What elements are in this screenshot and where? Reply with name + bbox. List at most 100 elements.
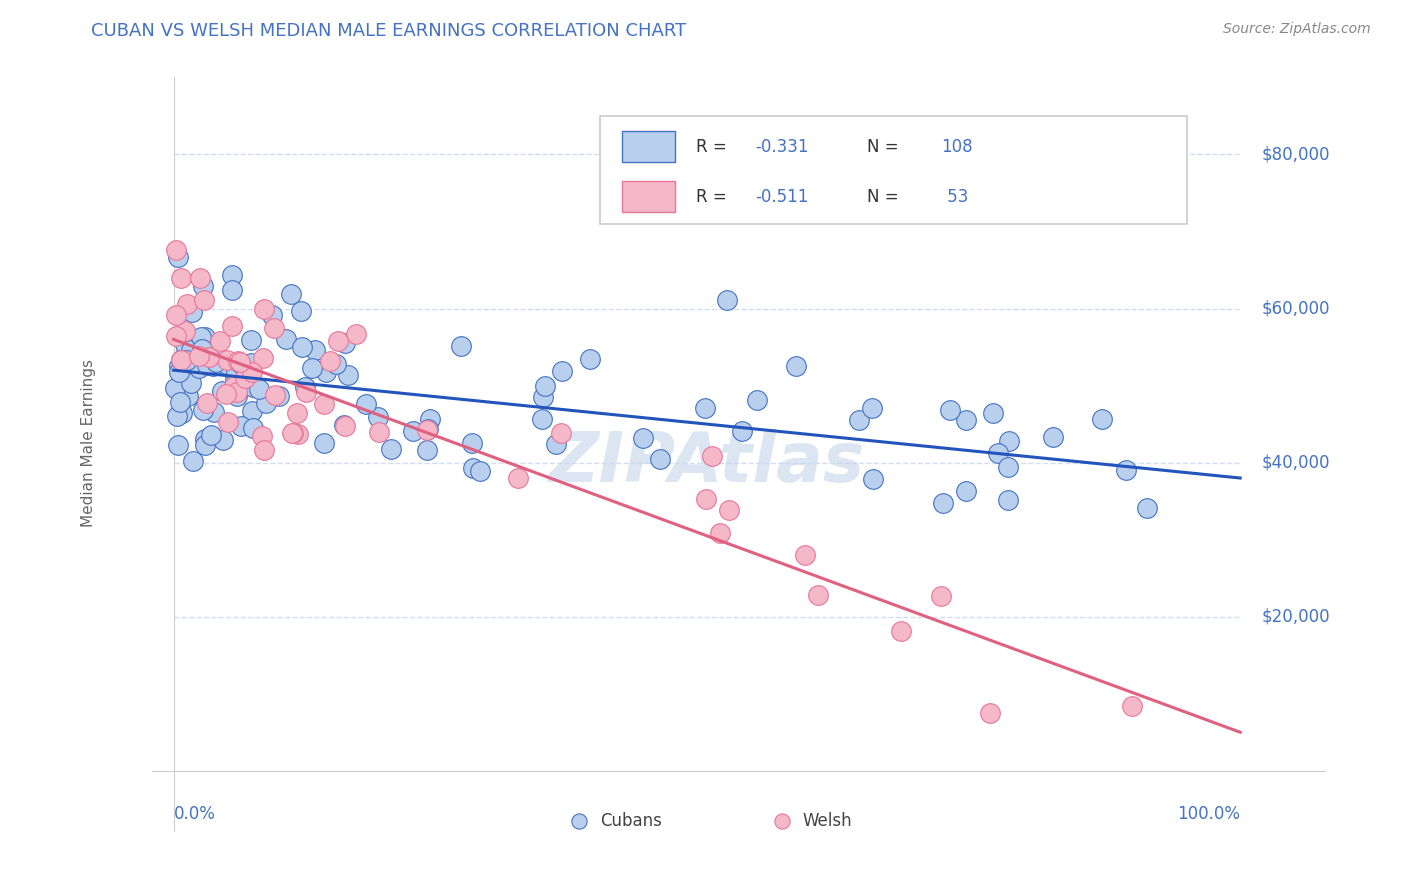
Point <box>848 413 870 427</box>
Point <box>461 461 484 475</box>
Point <box>860 401 883 415</box>
Point <box>314 435 336 450</box>
Point <box>173 337 195 351</box>
Point <box>274 332 297 346</box>
Point <box>183 353 205 368</box>
Point <box>333 419 356 434</box>
Point <box>177 389 200 403</box>
Point <box>221 283 243 297</box>
Point <box>252 351 274 365</box>
Point <box>281 426 304 441</box>
Point <box>700 449 723 463</box>
Point <box>998 434 1021 449</box>
Point <box>368 425 391 439</box>
Point <box>531 411 554 425</box>
Point <box>176 346 198 360</box>
Point <box>180 376 202 390</box>
Point <box>285 406 308 420</box>
Point <box>979 706 1001 721</box>
Point <box>281 426 304 441</box>
Point <box>226 354 249 368</box>
Point <box>240 334 263 348</box>
Text: N =: N = <box>868 188 904 206</box>
Point <box>294 380 316 394</box>
Point <box>224 379 246 393</box>
Point <box>314 397 336 411</box>
Point <box>419 412 441 426</box>
Point <box>229 354 252 368</box>
Point <box>997 492 1019 507</box>
Point <box>506 471 529 485</box>
Point <box>938 403 960 417</box>
Point <box>260 308 283 322</box>
FancyBboxPatch shape <box>600 116 1187 224</box>
Point <box>579 351 602 366</box>
Point <box>931 589 953 603</box>
FancyBboxPatch shape <box>621 131 675 162</box>
Point <box>215 352 238 367</box>
Text: R =: R = <box>696 137 733 156</box>
Point <box>333 418 356 433</box>
Point <box>217 415 239 429</box>
Point <box>631 431 654 445</box>
Point <box>695 491 717 506</box>
Point <box>955 413 977 427</box>
Point <box>172 406 194 420</box>
Point <box>380 442 402 456</box>
Point <box>170 271 193 285</box>
Point <box>862 472 884 486</box>
Point <box>460 435 482 450</box>
Point <box>188 271 211 285</box>
Point <box>315 365 337 379</box>
Point <box>221 268 243 282</box>
Point <box>335 335 357 350</box>
Point <box>328 334 350 348</box>
Point <box>344 327 367 342</box>
Point <box>191 279 214 293</box>
Point <box>295 385 318 400</box>
Point <box>240 356 263 370</box>
Point <box>209 334 232 348</box>
Text: $80,000: $80,000 <box>1261 145 1330 163</box>
Text: Source: ZipAtlas.com: Source: ZipAtlas.com <box>1223 22 1371 37</box>
Point <box>240 365 263 379</box>
Point <box>1042 430 1064 444</box>
Point <box>263 388 285 402</box>
Text: 100.0%: 100.0% <box>1177 805 1240 823</box>
Point <box>187 350 209 364</box>
Point <box>176 297 198 311</box>
Point <box>534 379 557 393</box>
Point <box>987 446 1010 460</box>
Point <box>167 359 190 374</box>
Point <box>166 438 188 452</box>
Point <box>188 361 211 376</box>
Point <box>546 436 568 450</box>
Text: Median Male Earnings: Median Male Earnings <box>80 359 96 527</box>
Point <box>191 403 214 417</box>
Point <box>304 343 326 357</box>
FancyBboxPatch shape <box>621 181 675 212</box>
Point <box>1115 463 1137 477</box>
Point <box>193 330 215 344</box>
Point <box>229 419 252 434</box>
Point <box>932 496 955 510</box>
Point <box>650 452 672 467</box>
Point <box>242 380 264 394</box>
Point <box>166 250 188 264</box>
Text: 108: 108 <box>942 137 973 156</box>
Point <box>180 365 202 379</box>
Point <box>200 428 222 442</box>
Point <box>807 588 830 602</box>
Point <box>190 342 212 356</box>
Text: CUBAN VS WELSH MEDIAN MALE EARNINGS CORRELATION CHART: CUBAN VS WELSH MEDIAN MALE EARNINGS CORR… <box>91 22 686 40</box>
Point <box>695 401 717 416</box>
Point <box>226 389 249 403</box>
Point <box>170 353 193 368</box>
Point <box>253 442 276 457</box>
Point <box>955 484 977 499</box>
Point <box>165 328 187 343</box>
Point <box>204 355 226 369</box>
Point <box>551 364 574 378</box>
Point <box>179 351 201 365</box>
Point <box>181 454 204 468</box>
